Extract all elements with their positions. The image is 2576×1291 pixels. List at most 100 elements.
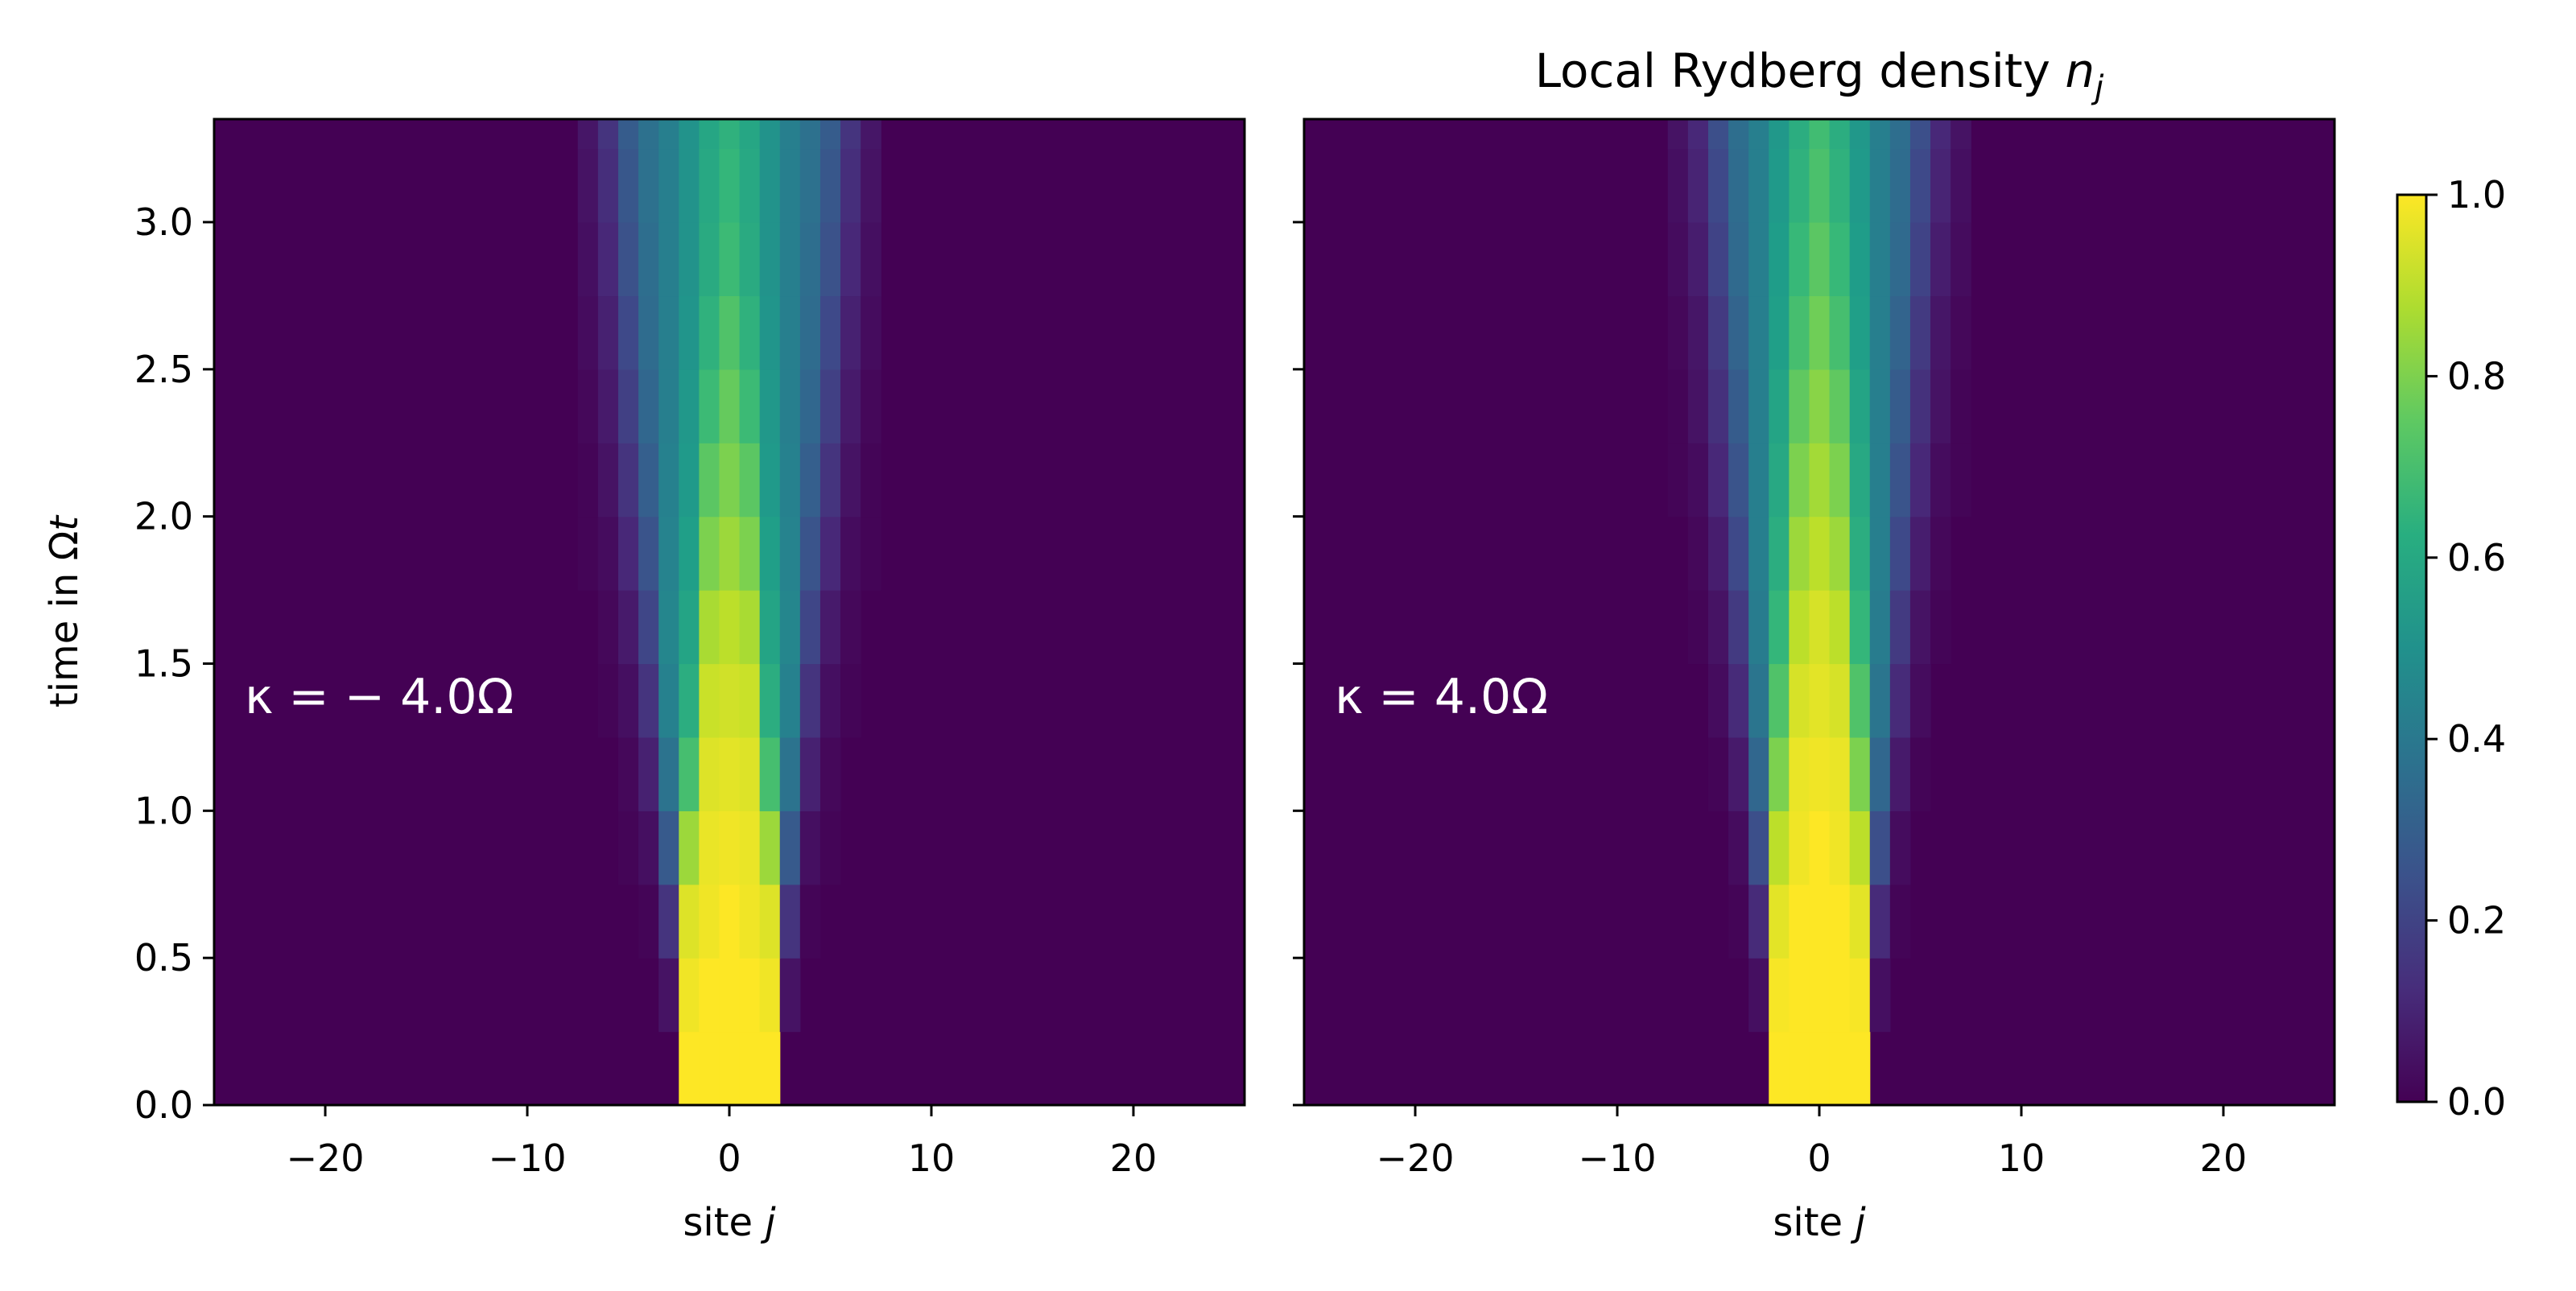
right-cell (1809, 810, 1831, 885)
right-cell (1707, 736, 1729, 811)
right-cell (1667, 443, 1689, 518)
left-cell (779, 119, 801, 150)
left-cell (759, 884, 781, 959)
right-cell (1687, 148, 1709, 223)
left-cell (799, 148, 821, 223)
right-y-ticks (1293, 221, 1304, 1107)
right-cell (1707, 443, 1729, 518)
right-cell (1849, 810, 1871, 885)
left-cell (779, 369, 801, 443)
right-cell (1748, 736, 1769, 811)
left-cell (739, 516, 761, 591)
left-panel: κ = − 4.0Ω −20 −10 0 10 20 0.0 0.5 1.0 1.5 2.0 2.… (42, 118, 1246, 1245)
right-cell (1869, 736, 1891, 811)
right-cell (1849, 443, 1871, 518)
left-cell (861, 443, 881, 518)
left-cell (779, 736, 801, 811)
right-cell (1748, 221, 1769, 297)
right-cell (1930, 443, 1951, 518)
y-tick-label: 2.0 (134, 495, 193, 538)
left-cell (679, 148, 700, 223)
right-cell (1930, 590, 1951, 665)
right-cell (1728, 443, 1749, 518)
right-cell (1748, 148, 1769, 223)
left-cell (577, 443, 599, 518)
right-cell (1728, 516, 1749, 591)
left-cell (739, 148, 761, 223)
right-cell (1809, 663, 1831, 738)
left-cell (719, 119, 741, 150)
left-cell (719, 1031, 741, 1106)
right-cell (1849, 148, 1871, 223)
left-cell (779, 516, 801, 591)
right-cell (1909, 119, 1931, 150)
left-cell (739, 958, 761, 1033)
left-cell (679, 1031, 700, 1106)
right-cell (1951, 221, 1971, 297)
right-cell (1789, 221, 1810, 297)
right-cell (1769, 148, 1790, 223)
right-cell (1829, 1031, 1851, 1106)
right-cell (1789, 369, 1810, 443)
right-x-tick-label: −10 (1578, 1136, 1656, 1180)
right-cell (1829, 221, 1851, 297)
right-cell (1909, 369, 1931, 443)
y-axis-label-main: time in Ω (42, 531, 87, 707)
y-tick-label: 1.0 (134, 789, 193, 832)
left-cell (799, 221, 821, 297)
right-cell (1829, 443, 1851, 518)
right-cell (1849, 1031, 1871, 1106)
right-cell (1728, 221, 1749, 297)
right-cell (1909, 590, 1931, 665)
left-x-tick-label: 10 (908, 1136, 956, 1180)
left-cell (638, 221, 659, 297)
left-cell (819, 443, 841, 518)
left-cell (819, 295, 841, 370)
right-cell (1748, 884, 1769, 959)
right-cell (1889, 148, 1911, 223)
right-cell (1769, 369, 1790, 443)
left-cell (679, 221, 700, 297)
right-cell (1951, 295, 1971, 370)
left-cell (819, 119, 841, 150)
left-cell (739, 443, 761, 518)
left-cell (658, 810, 679, 885)
right-cell (1930, 221, 1951, 297)
right-cell (1687, 369, 1709, 443)
left-cell (759, 295, 781, 370)
left-cell (840, 663, 861, 738)
right-cell (1849, 958, 1871, 1033)
right-cell (1667, 148, 1689, 223)
colorbar-tick-label: 0.6 (2447, 536, 2506, 580)
left-cell (719, 663, 741, 738)
left-cell (739, 1031, 761, 1106)
right-cell (1889, 810, 1911, 885)
right-cell (1930, 148, 1951, 223)
left-cell (779, 663, 801, 738)
left-cell (658, 148, 679, 223)
right-cell (1769, 590, 1790, 665)
left-cell (617, 663, 639, 738)
left-cell (799, 516, 821, 591)
left-x-tick-label: −10 (488, 1136, 566, 1180)
chart-title-sub: j (2091, 69, 2104, 106)
right-cell (1667, 221, 1689, 297)
right-cell (1728, 884, 1749, 959)
left-cell (658, 663, 679, 738)
left-cell (699, 736, 720, 811)
right-cell (1748, 663, 1769, 738)
right-cell (1769, 810, 1790, 885)
right-cell (1748, 119, 1769, 150)
left-cell (779, 443, 801, 518)
left-cell (679, 736, 700, 811)
left-cell (597, 221, 619, 297)
left-cell (597, 663, 619, 738)
left-cell (617, 590, 639, 665)
left-cell (819, 736, 841, 811)
left-cell (719, 443, 741, 518)
right-cell (1707, 148, 1729, 223)
right-cell (1809, 516, 1831, 591)
left-cell (759, 810, 781, 885)
left-cell (799, 590, 821, 665)
